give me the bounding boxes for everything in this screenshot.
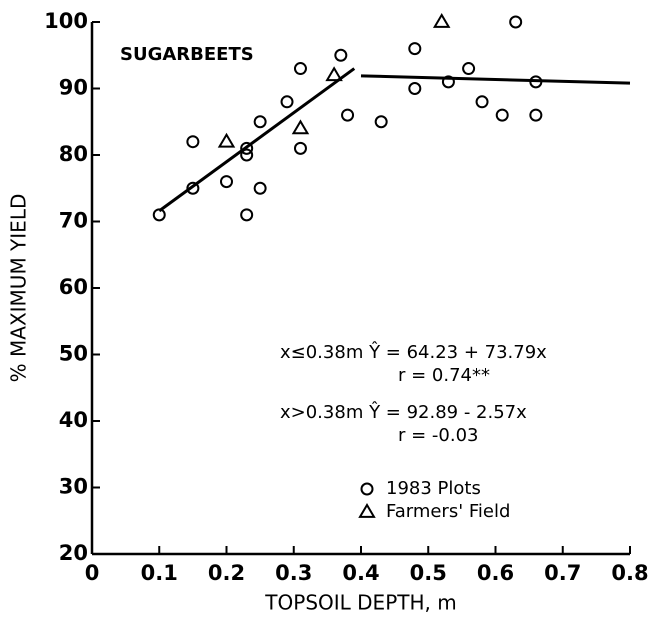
point [495,108,509,122]
fit-line [360,74,631,85]
point [462,62,476,76]
x-axis-label: TOPSOIL DEPTH, m [264,591,456,615]
point [325,66,343,82]
x-tick-label: 0 [85,561,100,585]
x-tick-label: 0.7 [544,561,581,585]
y-axis-label: % MAXIMUM YIELD [7,194,31,383]
y-tick-label: 80 [59,142,88,166]
y-tick-label: 60 [59,275,88,299]
point [475,95,489,109]
y-tick-label: 30 [59,475,88,499]
y-tick-label: 40 [59,408,88,432]
point [240,208,254,222]
annotation: r = -0.03 [398,425,479,446]
legend-marker [360,482,374,496]
point [186,181,200,195]
point [509,15,523,29]
point [408,42,422,56]
x-tick-label: 0.4 [342,561,379,585]
point [374,115,388,129]
y-tick-label: 100 [44,9,88,33]
x-tick-label: 0.1 [141,561,178,585]
annotation: r = 0.74** [398,365,490,386]
y-tick-label: 70 [59,209,88,233]
point [217,132,236,148]
point [220,175,233,189]
point [441,75,455,89]
y-tick-label: 50 [59,342,88,366]
point [280,95,294,109]
x-tick-label: 0.2 [208,561,245,585]
point [293,62,307,76]
y-tick-label: 20 [59,541,88,565]
x-tick-label: 0.8 [611,561,648,585]
point [293,141,307,155]
point [432,13,451,28]
point [529,108,543,122]
annotation: x>0.38m Ŷ = 92.89 - 2.57x [280,401,527,423]
legend-marker [358,503,376,518]
point [240,141,254,155]
legend-label: 1983 Plots [386,478,481,499]
point [253,181,267,195]
point [152,208,166,222]
point [253,115,267,129]
legend-label: Farmers' Field [386,501,510,522]
x-tick-label: 0.3 [275,561,312,585]
point [408,82,422,95]
point [240,148,254,162]
point [186,135,200,149]
point [529,75,543,89]
x-tick-label: 0.5 [410,561,447,585]
x-tick-label: 0.6 [477,561,514,585]
point [334,48,348,62]
point [341,108,355,122]
annotation: x≤0.38m Ŷ = 64.23 + 73.79x [280,341,547,363]
point [291,119,310,135]
y-tick-label: 90 [59,76,88,100]
fit-line [158,67,356,213]
annotation: SUGARBEETS [120,44,254,65]
